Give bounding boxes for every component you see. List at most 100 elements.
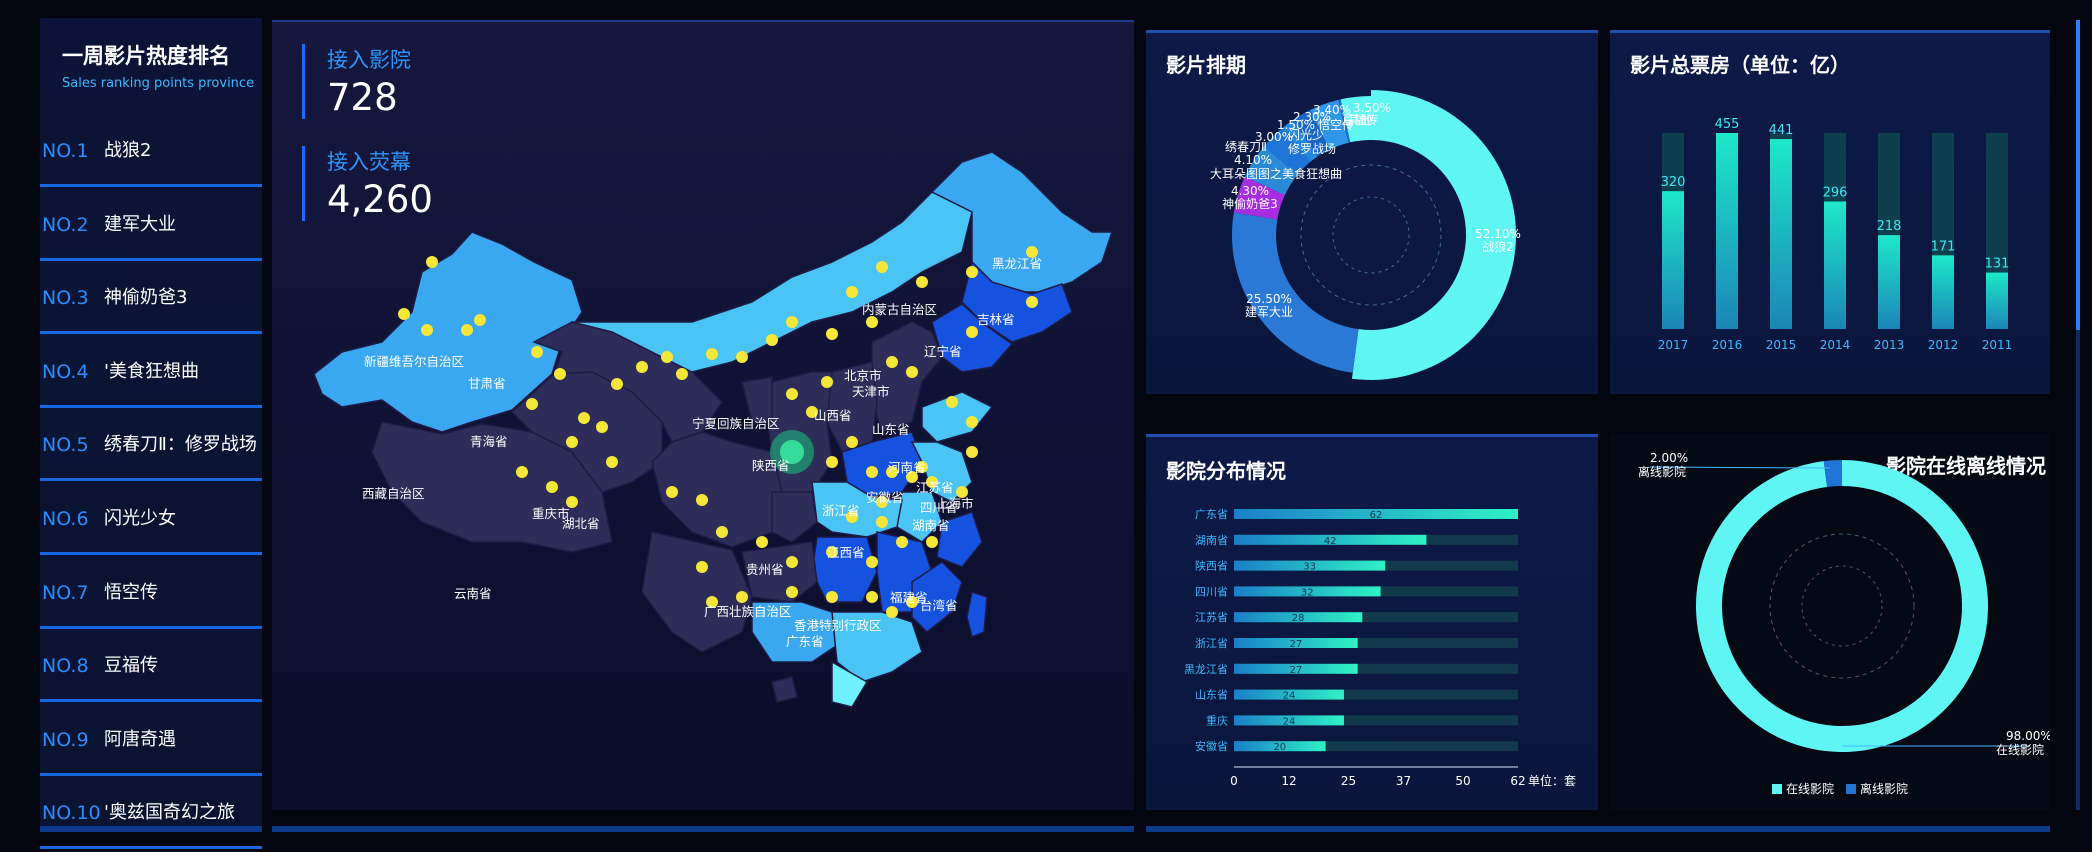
ranking-panel: 一周影片热度排名 Sales ranking points province N… (40, 18, 262, 850)
schedule-slice-7[interactable] (1310, 99, 1349, 150)
schedule-slice-0[interactable] (1351, 90, 1516, 380)
province-shape-tibet[interactable] (371, 421, 613, 553)
cinema-dot (398, 308, 410, 320)
cinema-dot (606, 456, 618, 468)
scrollbar-track[interactable] (2076, 20, 2080, 810)
online-slice-1[interactable] (1823, 460, 1842, 487)
cinema-dot (826, 456, 838, 468)
ranking-item-6[interactable]: NO.6 闪光少女 (40, 482, 262, 555)
cinema-dot (786, 388, 798, 400)
y-tick-label: 黑龙江省 (1184, 663, 1228, 676)
schedule-slice-8[interactable] (1338, 99, 1351, 143)
distribution-bar[interactable] (1234, 689, 1344, 700)
cinema-dot (766, 334, 778, 346)
y-tick-label: 山东省 (1195, 689, 1228, 702)
ranking-movie-name: 神偷奶爸3 (104, 287, 188, 309)
province-label: 青海省 (470, 434, 508, 449)
y-tick-label: 江苏省 (1195, 611, 1228, 624)
province-shape-yunnan[interactable] (641, 531, 753, 653)
schedule-slice-2[interactable] (1233, 176, 1285, 220)
cinema-dot (596, 421, 608, 433)
ranking-item-8[interactable]: NO.8 豆福传 (40, 629, 262, 703)
cinema-dot (786, 586, 798, 598)
boxoffice-bar[interactable] (1878, 235, 1900, 329)
ranking-item-10[interactable]: NO.10 '奥兹国奇幻之旅 (40, 776, 262, 850)
distribution-bar[interactable] (1234, 509, 1518, 519)
ranking-movie-name: 阿唐奇遇 (104, 728, 176, 750)
ranking-item-4[interactable]: NO.4 '美食狂想曲 (40, 335, 262, 408)
province-shape-guangxi[interactable] (751, 601, 843, 663)
x-tick-label: 25 (1341, 774, 1356, 788)
ranking-movie-name: 建军大业 (104, 213, 176, 235)
boxoffice-bar[interactable] (1662, 191, 1684, 329)
scrollbar-thumb[interactable] (2076, 20, 2080, 330)
offline-name: 离线影院 (1638, 464, 1686, 479)
province-shape-shandong[interactable] (921, 391, 994, 443)
boxoffice-bar[interactable] (1824, 201, 1846, 329)
schedule-slice-3[interactable] (1244, 146, 1298, 196)
ranking-item-7[interactable]: NO.7 悟空传 (40, 556, 262, 629)
distribution-bar[interactable] (1234, 715, 1344, 726)
distribution-bar[interactable] (1234, 663, 1358, 674)
ranking-item-3[interactable]: NO.3 神偷奶爸3 (40, 261, 262, 335)
ranking-item-5[interactable]: NO.5 绣春刀Ⅱ：修罗战场 (40, 408, 262, 482)
province-shape-ningxia[interactable] (741, 376, 773, 423)
ranking-number: NO.4 (42, 360, 89, 383)
province-label: 吉林省 (977, 312, 1015, 327)
hbar-background (1234, 741, 1518, 752)
province-shape-guizhou[interactable] (741, 541, 818, 603)
ranking-subtitle: Sales ranking points province (62, 76, 255, 91)
hbar-value-label: 27 (1289, 639, 1302, 650)
ranking-number: NO.2 (42, 213, 89, 236)
schedule-slice-6[interactable] (1292, 109, 1330, 157)
province-shape-east-light[interactable] (831, 660, 869, 708)
bottom-line-left (40, 826, 262, 832)
distribution-bar[interactable] (1234, 741, 1326, 752)
distribution-title: 影院分布情况 (1166, 459, 1286, 483)
province-shape-xinjiang[interactable] (313, 231, 583, 433)
province-label: 江西省 (827, 545, 865, 560)
cinema-dot (661, 351, 673, 363)
distribution-bar[interactable] (1234, 612, 1363, 623)
ranking-item-9[interactable]: NO.9 阿唐奇遇 (40, 703, 262, 776)
distribution-bar[interactable] (1234, 534, 1427, 545)
ranking-item-1[interactable]: NO.1 战狼2 (40, 114, 262, 187)
cinema-dot (866, 591, 878, 603)
distribution-bar[interactable] (1234, 586, 1381, 597)
cinema-dot (531, 346, 543, 358)
bar-value-label: 131 (1985, 257, 2010, 272)
province-shape-taiwan[interactable] (966, 591, 988, 639)
slice-name-label: 修罗战场 (1288, 141, 1336, 156)
online-slice-0[interactable] (1696, 460, 1988, 752)
cinema-dot (906, 596, 918, 608)
cinema-dot (866, 316, 878, 328)
ranking-item-2[interactable]: NO.2 建军大业 (40, 188, 262, 261)
screens-label: 接入荧幕 (327, 150, 411, 174)
boxoffice-bar[interactable] (1770, 139, 1792, 329)
boxoffice-bar[interactable] (1932, 255, 1954, 329)
distribution-bar[interactable] (1234, 638, 1358, 648)
province-shape-fujian[interactable] (911, 561, 963, 634)
schedule-slice-1[interactable] (1232, 212, 1359, 373)
province-shape-jilin[interactable] (961, 260, 1073, 343)
boxoffice-bar[interactable] (1716, 133, 1738, 329)
distribution-bar[interactable] (1234, 560, 1386, 571)
province-shape-zhejiang[interactable] (936, 511, 983, 568)
bottom-line-mid (272, 826, 1134, 832)
cinema-dot (896, 536, 908, 548)
boxoffice-bar[interactable] (1986, 272, 2008, 329)
bar-value-label: 171 (1931, 239, 1956, 254)
cinema-dot (736, 351, 748, 363)
province-shape-hainan[interactable] (771, 676, 798, 703)
schedule-slice-4[interactable] (1263, 127, 1311, 175)
schedule-slice-9[interactable] (1340, 96, 1371, 143)
cinema-dot (916, 461, 928, 473)
province-label: 重庆市 (532, 506, 570, 521)
province-shape-chongqing[interactable] (771, 491, 818, 543)
schedule-slice-5[interactable] (1282, 120, 1318, 162)
cinema-dot (876, 496, 888, 508)
province-label: 安徽省 (866, 490, 904, 505)
unit-label: 单位：套 (1528, 773, 1576, 788)
cinema-dot (956, 486, 968, 498)
x-tick-label: 62 (1510, 774, 1525, 788)
